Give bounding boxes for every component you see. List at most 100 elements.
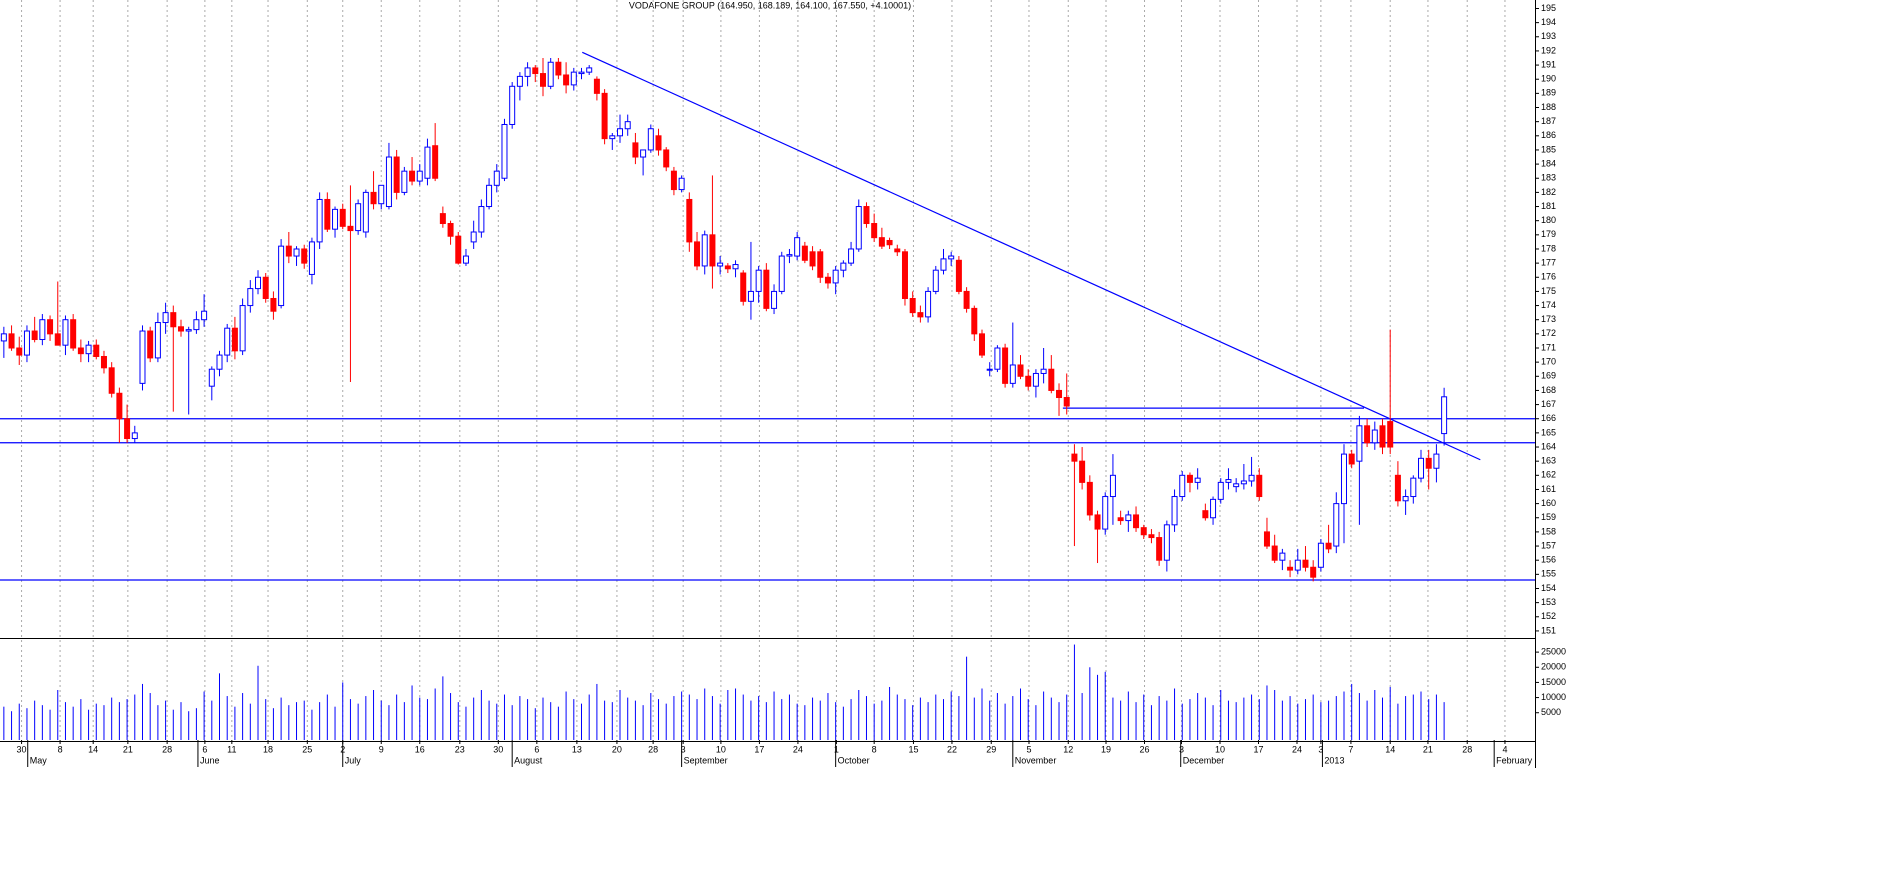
y-tick-label: 184 — [1541, 158, 1556, 168]
candle-body — [1394, 474, 1401, 502]
y-tick-label: 153 — [1541, 597, 1556, 607]
candle-body — [1364, 425, 1371, 444]
candle-body — [955, 259, 962, 292]
candle-body — [1425, 457, 1432, 469]
candle-body — [124, 418, 131, 440]
candle-body — [624, 121, 631, 130]
x-tick-label: 28 — [162, 744, 172, 754]
candle-body — [362, 191, 369, 233]
candle-body — [278, 245, 285, 307]
candle-body — [1017, 364, 1024, 377]
candle-body — [1410, 477, 1417, 498]
candle-body — [462, 255, 469, 264]
y-tick-label: 182 — [1541, 187, 1556, 197]
y-tick-label: 160 — [1541, 498, 1556, 508]
candle-body — [1294, 559, 1301, 571]
y-tick-label: 161 — [1541, 484, 1556, 494]
candle-body — [724, 265, 731, 270]
y-tick-label: 186 — [1541, 130, 1556, 140]
candle-body — [963, 290, 970, 309]
candle-body — [986, 368, 993, 371]
x-tick-label: 12 — [1063, 744, 1073, 754]
candle-body — [177, 326, 184, 332]
x-tick-label: 3 — [681, 744, 686, 754]
y-tick-label: 167 — [1541, 399, 1556, 409]
candle-body — [255, 276, 262, 290]
candle-body — [840, 262, 847, 271]
candle-body — [247, 288, 254, 307]
candle-body — [39, 319, 46, 341]
candle-body — [732, 264, 739, 270]
candle-body — [1233, 483, 1240, 488]
y-tick-label: 158 — [1541, 526, 1556, 536]
candle-body — [778, 255, 785, 292]
x-tick-label: 4 — [1502, 744, 1507, 754]
candle-body — [871, 223, 878, 239]
candle-body — [1402, 496, 1409, 502]
candle-body — [809, 251, 816, 267]
candle-body — [139, 330, 146, 384]
candle-body — [1240, 480, 1247, 485]
candle-body — [108, 367, 115, 394]
y-tick-label: 159 — [1541, 512, 1556, 522]
candle-body — [686, 198, 693, 243]
candle-body — [1441, 396, 1448, 435]
y-tick-label: 192 — [1541, 45, 1556, 55]
candle-body — [416, 170, 423, 182]
candle-body — [54, 333, 61, 346]
y-tick-label: 157 — [1541, 540, 1556, 550]
candle-body — [409, 170, 416, 182]
candle-body — [640, 149, 647, 158]
candle-body — [1094, 514, 1101, 530]
candle-body — [355, 203, 362, 232]
y-tick-label: 183 — [1541, 173, 1556, 183]
candle-body — [170, 312, 177, 328]
candle-body — [1279, 552, 1286, 561]
candle-body — [878, 237, 885, 247]
candle-body — [763, 269, 770, 309]
candle-body — [1348, 453, 1355, 465]
candle-body — [1040, 368, 1047, 374]
candle-body — [1063, 397, 1070, 407]
x-tick-label: 24 — [1292, 744, 1302, 754]
y-tick-label: 189 — [1541, 88, 1556, 98]
y-tick-label: 193 — [1541, 31, 1556, 41]
candle-body — [632, 142, 639, 158]
y-tick-label: 194 — [1541, 17, 1556, 27]
y-tick-label: 174 — [1541, 300, 1556, 310]
candle-body — [1225, 479, 1232, 483]
y-tick-label: 162 — [1541, 470, 1556, 480]
candle-body — [77, 347, 84, 355]
candle-body — [609, 135, 616, 140]
candle-body — [370, 191, 377, 205]
y-tick-label: 151 — [1541, 625, 1556, 635]
candle-body — [709, 234, 716, 267]
month-label: February — [1496, 755, 1533, 765]
candle-body — [663, 149, 670, 168]
y-tick-label: 169 — [1541, 371, 1556, 381]
x-tick-label: 9 — [379, 744, 384, 754]
candle-body — [1217, 481, 1224, 500]
candle-body — [670, 170, 677, 191]
x-tick-label: 21 — [1423, 744, 1433, 754]
candle-body — [1186, 474, 1193, 483]
candle-body — [401, 170, 408, 193]
x-tick-label: 29 — [986, 744, 996, 754]
x-tick-label: 11 — [227, 744, 236, 754]
candle-body — [586, 67, 593, 73]
y-tick-label: 187 — [1541, 116, 1556, 126]
candle-body — [147, 330, 154, 359]
candle-body — [1102, 496, 1109, 530]
candle-body — [70, 319, 77, 349]
candle-body — [85, 344, 92, 355]
candle-body — [1109, 474, 1116, 498]
candle-body — [301, 248, 308, 264]
y-tick-label: 163 — [1541, 456, 1556, 466]
candle-body — [0, 333, 7, 342]
x-tick-label: 16 — [415, 744, 425, 754]
candle-body — [193, 319, 200, 331]
x-tick-label: 23 — [455, 744, 465, 754]
candle-body — [894, 248, 901, 253]
candle-body — [385, 156, 392, 208]
volume-tick-label: 25000 — [1541, 646, 1566, 656]
